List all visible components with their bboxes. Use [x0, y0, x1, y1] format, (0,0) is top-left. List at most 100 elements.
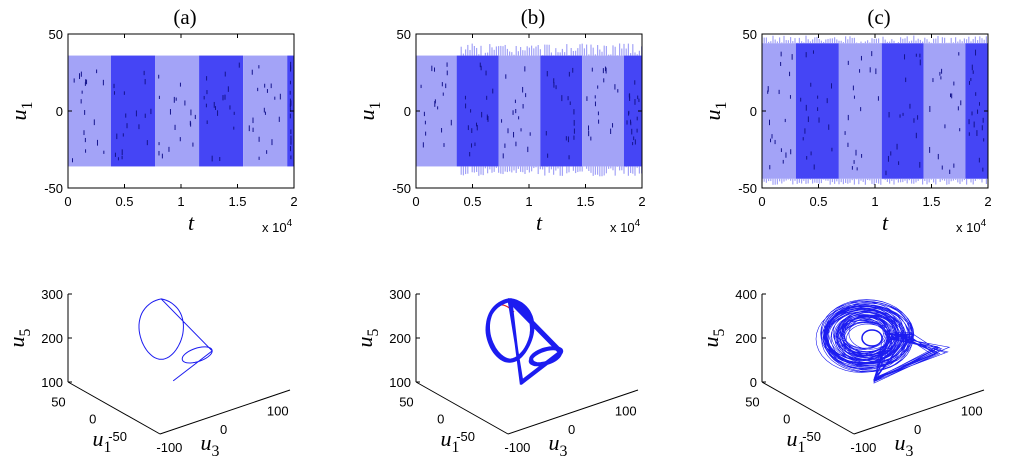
u1-axis: [415, 381, 509, 435]
u3-tick-label: 100: [615, 404, 637, 419]
u1-axis-label: u1: [441, 426, 460, 456]
y-tick-label: 0: [56, 104, 63, 119]
x-tick-label: 1: [177, 194, 184, 209]
z-axis-label-sub: 5: [365, 328, 382, 336]
u1-tick-label: -50: [108, 429, 127, 444]
x-tick-label: 1: [871, 194, 878, 209]
u3-axis-label: u3: [895, 430, 914, 460]
plot-area: [762, 35, 988, 185]
x-axis-label-main: t: [536, 210, 543, 235]
z-tick-label: 200: [735, 331, 757, 346]
z-axis-label-main: u: [698, 336, 723, 347]
band-6: [623, 55, 642, 167]
x-tick-label: 0.5: [115, 194, 133, 209]
u1-axis-label-main: u: [441, 426, 452, 451]
y-axis-label: u1: [6, 102, 36, 121]
x-multiplier: x 104: [956, 218, 987, 235]
u1-axis-label: u1: [93, 426, 112, 456]
u1-axis: [761, 381, 855, 435]
u1-tick-label: -50: [802, 429, 821, 444]
x-multiplier-base: x 10: [262, 220, 287, 235]
y-tick-label: 50: [49, 27, 63, 42]
u3-tick-label: -100: [504, 440, 530, 455]
u3-tick-label: 0: [914, 422, 921, 437]
z-axis-label-sub: 5: [17, 328, 34, 336]
u1-axis: [67, 381, 161, 435]
u1-tick-label: 0: [89, 412, 96, 427]
x-tick-label: 1.5: [922, 194, 940, 209]
band-2: [456, 55, 499, 167]
u3-axis-label-sub: 3: [906, 443, 914, 460]
z-axis-label-sub: 5: [711, 328, 728, 336]
u1-axis-label-main: u: [93, 426, 104, 451]
u3-axis: [853, 389, 985, 435]
y-axis-label: u1: [354, 102, 384, 121]
x-multiplier-base: x 10: [956, 220, 981, 235]
u1-tick-label: 50: [399, 394, 413, 409]
z-tick-label: 200: [41, 331, 63, 346]
band-4: [199, 55, 244, 167]
z-tick-label: 400: [735, 287, 757, 302]
u3-axis-label: u3: [201, 430, 220, 460]
u1-tick-label: -50: [456, 429, 475, 444]
z-axis-label-main: u: [352, 336, 377, 347]
y-tick-label: 50: [397, 27, 411, 42]
x-multiplier-exponent: 4: [287, 218, 293, 229]
panel-label: (c): [867, 5, 890, 29]
band-4: [540, 55, 583, 167]
u3-tick-label: -100: [850, 440, 876, 455]
z-axis-label: u5: [352, 328, 382, 347]
x-tick-label: 1.5: [228, 194, 246, 209]
u3-axis-label-main: u: [895, 430, 906, 455]
band-6: [965, 43, 988, 179]
u1-axis-label-main: u: [787, 426, 798, 451]
x-axis-label: t: [536, 210, 543, 235]
u3-axis-label-sub: 3: [560, 443, 568, 460]
u1-axis-label-sub: 1: [452, 439, 460, 456]
u3-tick-label: 0: [220, 422, 227, 437]
y-axis-label-main: u: [6, 109, 31, 120]
x-axis-label: t: [882, 210, 889, 235]
x-axis-label-main: t: [882, 210, 889, 235]
z-tick-label: 100: [389, 375, 411, 390]
x-tick-label: 2: [638, 194, 645, 209]
y-tick-label: 0: [404, 104, 411, 119]
z-axis-label: u5: [4, 328, 34, 347]
band-2: [110, 55, 156, 167]
u3-tick-label: -100: [156, 440, 182, 455]
band-2: [795, 43, 839, 179]
band-5: [582, 55, 624, 167]
trajectory-path: [485, 298, 564, 385]
y-axis-label-sub: 1: [713, 102, 730, 110]
u1-axis-label: u1: [787, 426, 806, 456]
x-multiplier-exponent: 4: [981, 218, 987, 229]
plot-area: [416, 43, 642, 177]
u1-tick-label: 0: [437, 412, 444, 427]
u3-axis-label-sub: 3: [212, 443, 220, 460]
u3-axis-label-main: u: [549, 430, 560, 455]
z-axis-label: u5: [698, 328, 728, 347]
u1-tick-label: 0: [783, 412, 790, 427]
y-tick-label: -50: [392, 181, 411, 196]
z-tick-label: 0: [750, 375, 757, 390]
z-tick-label: 300: [41, 287, 63, 302]
x-multiplier-exponent: 4: [635, 218, 641, 229]
y-tick-label: -50: [44, 181, 63, 196]
u3-axis: [507, 389, 639, 435]
band-3: [155, 55, 200, 167]
plot-area: [68, 55, 294, 167]
x-tick-label: 0.5: [463, 194, 481, 209]
z-tick-label: 300: [389, 287, 411, 302]
y-tick-label: -50: [738, 181, 757, 196]
x-multiplier-base: x 10: [610, 220, 635, 235]
x-tick-label: 0: [412, 194, 419, 209]
u3-tick-label: 100: [961, 404, 983, 419]
x-tick-label: 1.5: [576, 194, 594, 209]
x-multiplier: x 104: [610, 218, 641, 235]
x-axis-label: t: [188, 210, 195, 235]
